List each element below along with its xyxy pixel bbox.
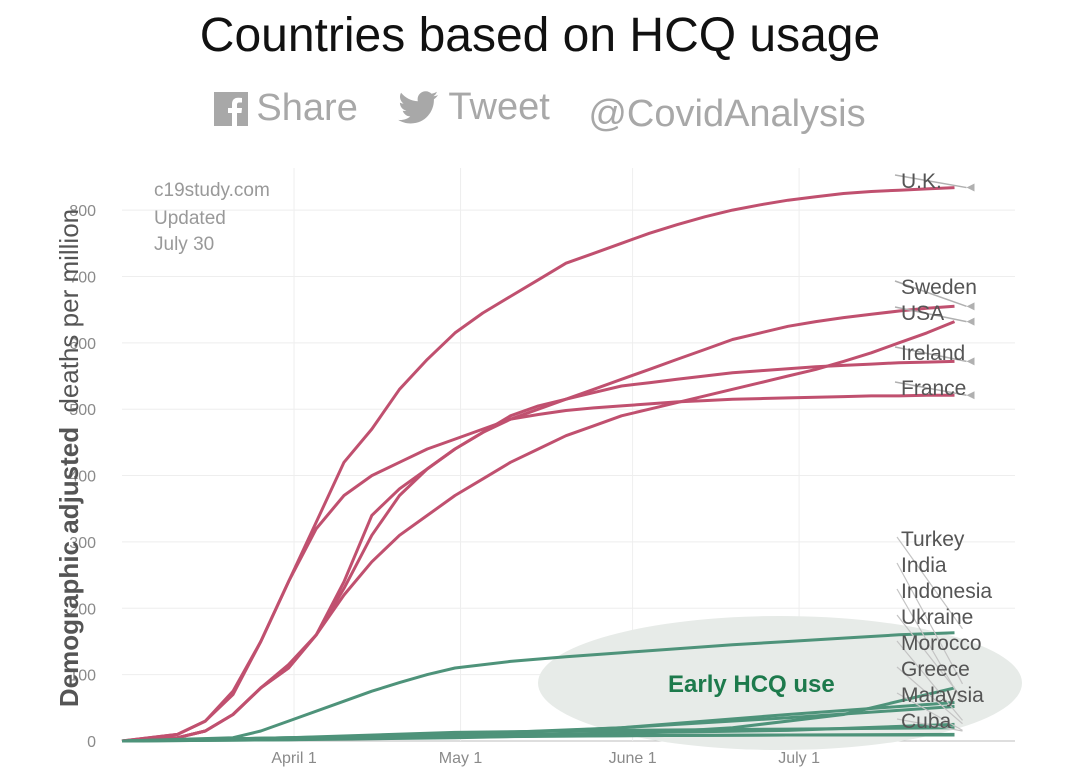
series-label: Turkey [901, 528, 965, 551]
series-line-turkey [121, 631, 955, 743]
y-axis-label-rest: deaths per million [54, 209, 84, 413]
source-note: c19study.com [154, 180, 270, 201]
series-label: Ukraine [901, 606, 973, 629]
y-tick-label: 800 [69, 203, 96, 220]
twitter-handle-link[interactable]: @CovidAnalysis [588, 92, 866, 135]
label-leader [894, 280, 967, 308]
x-tick-label: April 1 [271, 750, 316, 767]
share-bar: Share Tweet @CovidAnalysis [0, 86, 1080, 136]
tweet-label: Tweet [448, 86, 550, 128]
label-arrowhead [966, 357, 975, 366]
y-tick-label: 100 [69, 668, 96, 685]
series-label: Malaysia [901, 684, 984, 707]
series-lines [121, 186, 956, 743]
date-note: July 30 [154, 234, 214, 255]
label-leader [894, 381, 967, 397]
chart-title: Countries based on HCQ usage [199, 9, 881, 62]
y-tick-label: 600 [69, 336, 96, 353]
label-leader [896, 640, 963, 721]
series-label: France [901, 377, 966, 400]
label-leader [896, 718, 963, 732]
label-leader [894, 174, 967, 189]
y-axis-label-bold: Demographic adjusted [54, 427, 84, 707]
y-tick-label: 400 [69, 469, 96, 486]
label-leader [894, 346, 967, 363]
label-arrowhead [966, 317, 975, 326]
share-button[interactable]: Share [214, 87, 358, 130]
y-tick-label: 200 [69, 601, 96, 618]
series-label: Greece [901, 658, 970, 681]
series-label: Sweden [901, 276, 977, 299]
series-line-sweden [121, 304, 955, 743]
x-tick-label: July 1 [778, 750, 820, 767]
series-line-cuba [121, 733, 955, 743]
axis-ticks: 0 100 200 300 400 500 600 700 800 April 1 May 1 Jun… [69, 203, 820, 767]
y-tick-label: 0 [87, 734, 96, 751]
label-leader [896, 536, 963, 630]
y-tick-label: 300 [69, 535, 96, 552]
label-arrowhead [966, 302, 975, 311]
series-label: Indonesia [901, 580, 992, 603]
label-leader [896, 562, 964, 685]
label-leader [896, 614, 963, 699]
series-labels: U.K. Sweden USA Ireland France Turkey India Ind… [894, 170, 992, 733]
series-label: Cuba [901, 710, 952, 733]
label-leader [896, 588, 964, 703]
early-hcq-callout: Early HCQ use [668, 671, 835, 698]
label-leader [896, 692, 963, 731]
series-line-france [121, 393, 955, 743]
series-label: USA [901, 302, 944, 325]
series-line-ireland [121, 359, 955, 743]
x-tick-label: June 1 [609, 750, 657, 767]
facebook-icon [214, 91, 249, 126]
updated-note: Updated [154, 208, 226, 229]
series-label: U.K. [901, 170, 942, 193]
tweet-button[interactable]: Tweet [396, 86, 550, 129]
x-tick-label: May 1 [439, 750, 483, 767]
y-axis-label: Demographic adjusted deaths per million [54, 209, 84, 707]
series-label: Ireland [901, 342, 965, 365]
share-label: Share [256, 87, 358, 129]
series-label: Morocco [901, 632, 982, 655]
label-leader [896, 666, 963, 725]
label-arrowhead [966, 183, 975, 192]
y-tick-label: 500 [69, 402, 96, 419]
y-tick-label: 700 [69, 269, 96, 286]
label-leader [894, 306, 967, 323]
twitter-icon [398, 90, 439, 123]
label-arrowhead [966, 391, 975, 400]
series-label: India [901, 554, 947, 577]
